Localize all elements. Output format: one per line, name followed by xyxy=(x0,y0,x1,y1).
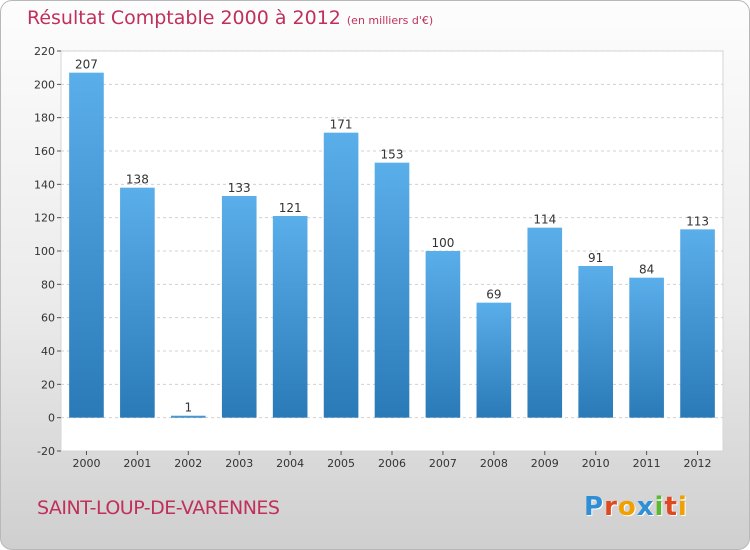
chart-title: Résultat Comptable 2000 à 2012 xyxy=(27,7,341,29)
commune-name: SAINT-LOUP-DE-VARENNES xyxy=(37,497,280,519)
chart-title-row: Résultat Comptable 2000 à 2012 (en millie… xyxy=(27,7,433,29)
data-label-2007: 100 xyxy=(431,236,454,250)
data-label-2010: 91 xyxy=(588,251,603,265)
proxiti-logo: Proxiti xyxy=(584,492,688,522)
x-tick-label-2009: 2009 xyxy=(531,457,559,470)
bar-2011 xyxy=(629,277,664,418)
y-tick-label: 120 xyxy=(34,212,55,225)
bar-2010 xyxy=(578,266,614,418)
x-tick-label-2004: 2004 xyxy=(276,457,304,470)
x-tick-label-2007: 2007 xyxy=(429,457,457,470)
y-tick-label: 160 xyxy=(34,145,55,158)
x-tick-label-2003: 2003 xyxy=(225,457,253,470)
x-tick-label-2008: 2008 xyxy=(480,457,508,470)
data-label-2005: 171 xyxy=(330,118,353,132)
data-label-2011: 84 xyxy=(639,263,654,277)
bar-2007 xyxy=(425,251,461,418)
y-tick-label: -20 xyxy=(37,445,55,458)
data-label-2004: 121 xyxy=(279,201,302,215)
data-label-2009: 114 xyxy=(533,213,556,227)
x-tick-label-2005: 2005 xyxy=(327,457,355,470)
bar-2006 xyxy=(374,162,410,418)
y-tick-label: 60 xyxy=(41,312,55,325)
data-label-2008: 69 xyxy=(486,288,501,302)
y-tick-label: 0 xyxy=(48,412,55,425)
bar-2001 xyxy=(120,187,155,418)
data-label-2001: 138 xyxy=(126,173,149,187)
y-tick-label: 20 xyxy=(41,378,55,391)
x-tick-label-2011: 2011 xyxy=(633,457,661,470)
data-label-2006: 153 xyxy=(381,148,404,162)
bar-2012 xyxy=(680,229,715,418)
y-tick-label: 180 xyxy=(34,112,55,125)
y-tick-label: 80 xyxy=(41,278,55,291)
x-tick-label-2001: 2001 xyxy=(123,457,151,470)
bar-2004 xyxy=(272,216,308,418)
x-tick-label-2010: 2010 xyxy=(582,457,610,470)
y-tick-label: 220 xyxy=(34,45,55,58)
x-tick-label-2006: 2006 xyxy=(378,457,406,470)
data-label-2000: 207 xyxy=(75,58,98,72)
x-tick-label-2002: 2002 xyxy=(174,457,202,470)
bar-2000 xyxy=(69,72,104,418)
data-label-2002: 1 xyxy=(184,401,192,415)
y-tick-label: 200 xyxy=(34,78,55,91)
x-tick-label-2000: 2000 xyxy=(72,457,100,470)
bar-2005 xyxy=(323,132,359,418)
data-label-2012: 113 xyxy=(686,214,709,228)
bar-2002 xyxy=(170,415,206,418)
y-tick-label: 100 xyxy=(34,245,55,258)
x-tick-label-2012: 2012 xyxy=(684,457,712,470)
bar-2009 xyxy=(527,227,563,418)
data-label-2003: 133 xyxy=(228,181,251,195)
chart-subtitle: (en milliers d'€) xyxy=(346,14,434,27)
bar-2003 xyxy=(221,196,257,418)
bar-2008 xyxy=(476,302,512,418)
y-tick-label: 40 xyxy=(41,345,55,358)
y-tick-label: 140 xyxy=(34,178,55,191)
